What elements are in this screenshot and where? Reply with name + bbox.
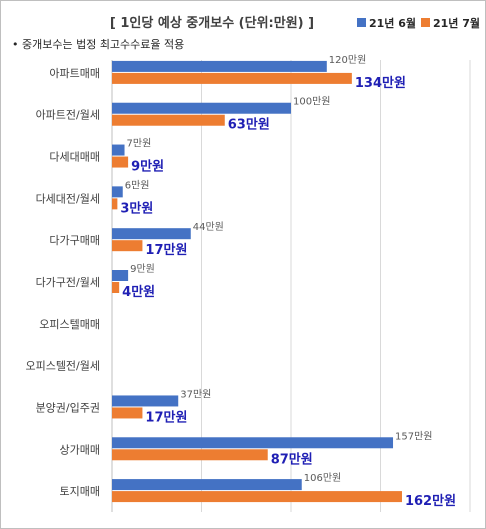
value-labels: 120만원 134만원 100만원 63만원 7만원 9만원 6만원 3만원 44만원 17만원 9… (120, 54, 456, 509)
bar-july (112, 449, 268, 461)
category-label: 분양권/입주권 (36, 401, 100, 414)
bar-june (112, 479, 302, 491)
category-label: 다가구매매 (49, 234, 100, 247)
value-label-june: 6만원 (125, 179, 150, 191)
bar-june (112, 102, 291, 114)
category-label: 오피스텔매매 (39, 318, 100, 331)
category-label: 상가매매 (60, 443, 100, 456)
gridlines (111, 60, 471, 512)
value-label-june: 157만원 (395, 430, 433, 442)
category-label: 토지매매 (60, 485, 100, 498)
value-label-july: 3만원 (120, 200, 153, 216)
category-label: 아파트매매 (49, 67, 100, 80)
bar-july (112, 72, 352, 84)
category-labels: 아파트매매아파트전/월세다세대매매다세대전/월세다가구매매다가구전/월세오피스텔… (25, 67, 100, 498)
legend-swatch-july (421, 18, 430, 27)
legend-swatch-june (357, 18, 366, 27)
bar-july (112, 114, 225, 126)
legend: 21년 6월 21년 7월 (357, 16, 480, 30)
legend-label-july: 21년 7월 (433, 16, 480, 30)
bar-june (112, 186, 123, 198)
bar-june (112, 60, 327, 72)
value-label-july: 17만원 (145, 409, 187, 425)
category-label: 다세대전/월세 (36, 192, 100, 205)
value-label-july: 4만원 (122, 284, 155, 300)
value-label-june: 106만원 (304, 472, 342, 484)
value-label-june: 44만원 (193, 221, 224, 233)
value-label-june: 100만원 (293, 96, 331, 108)
value-label-june: 7만원 (127, 138, 152, 150)
bar-july (112, 198, 118, 210)
bar-july (112, 491, 402, 503)
legend-label-june: 21년 6월 (369, 16, 416, 30)
category-label: 아파트전/월세 (36, 109, 100, 122)
category-label: 다가구전/월세 (36, 276, 100, 289)
bar-july (112, 240, 143, 252)
bar-june (112, 270, 129, 281)
chart-note: • 중개보수는 법정 최고수수료율 적용 (12, 38, 184, 51)
bar-july (112, 282, 120, 293)
bar-june (112, 437, 394, 449)
value-label-july: 162만원 (405, 493, 456, 509)
value-label-july: 63만원 (228, 117, 270, 133)
value-label-june: 37만원 (180, 388, 211, 400)
value-label-july: 17만원 (145, 242, 187, 258)
bars (112, 60, 402, 503)
bar-june (112, 144, 125, 156)
value-label-july: 9만원 (131, 159, 164, 175)
value-label-june: 120만원 (329, 54, 367, 66)
chart-title: [ 1인당 예상 중개보수 (단위:만원) ] (110, 15, 314, 31)
category-label: 오피스텔전/월세 (25, 360, 100, 373)
bar-june (112, 395, 179, 407)
value-label-june: 9만원 (130, 263, 155, 275)
bar-july (112, 156, 129, 168)
category-label: 다세대매매 (49, 151, 100, 164)
value-label-july: 87만원 (271, 451, 313, 467)
bar-july (112, 407, 143, 419)
value-label-july: 134만원 (355, 75, 406, 91)
bar-june (112, 228, 191, 240)
